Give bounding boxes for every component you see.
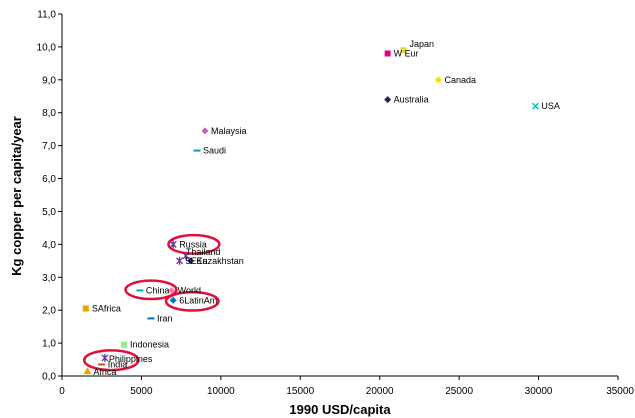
point-label: USA bbox=[541, 101, 560, 111]
point-label: Japan bbox=[410, 39, 435, 49]
axes-group: 0,0 1,0 2,0 3,0 4,0 5,0 6,0 7,0 8,0 9,0 10,0 11,0 0 5… bbox=[37, 10, 635, 398]
data-point: Indonesia bbox=[120, 340, 169, 350]
point-marker bbox=[531, 102, 539, 110]
y-tick-label: 1,0 bbox=[42, 339, 56, 350]
x-tick-label: 35000 bbox=[606, 386, 634, 397]
data-point: USA bbox=[531, 101, 560, 111]
data-point: Iran bbox=[147, 313, 172, 323]
point-marker bbox=[201, 127, 209, 135]
data-point: World bbox=[168, 285, 201, 295]
y-tick-label: 0,0 bbox=[42, 372, 56, 383]
data-point: W Eur bbox=[384, 48, 419, 58]
data-point: SAfrica bbox=[82, 304, 121, 314]
x-axis-title: 1990 USD/capita bbox=[289, 402, 391, 417]
point-marker bbox=[168, 286, 176, 294]
point-marker bbox=[83, 367, 92, 375]
y-tick-label: 7,0 bbox=[42, 141, 56, 152]
data-point: Saudi bbox=[193, 146, 226, 156]
point-marker bbox=[176, 256, 184, 265]
point-marker bbox=[187, 257, 195, 265]
point-marker bbox=[147, 317, 155, 320]
data-point: Japan bbox=[400, 39, 435, 54]
point-label: Philippines bbox=[109, 354, 153, 364]
y-tick-label: 11,0 bbox=[37, 10, 56, 21]
point-marker bbox=[98, 363, 106, 366]
point-marker bbox=[400, 47, 407, 54]
point-label: World bbox=[178, 285, 201, 295]
point-label: 6LatinAm bbox=[179, 295, 217, 305]
y-tick-label: 8,0 bbox=[42, 108, 56, 119]
highlight-circle bbox=[164, 290, 220, 312]
point-label: W Eur bbox=[394, 48, 419, 58]
highlight-circle bbox=[167, 233, 221, 255]
highlight-circle bbox=[82, 349, 140, 372]
point-marker bbox=[384, 50, 391, 57]
point-label: Canada bbox=[444, 75, 476, 85]
point-label: Kazakhstan bbox=[197, 256, 244, 266]
data-point: Thailand bbox=[182, 247, 221, 260]
point-label: Malaysia bbox=[211, 126, 247, 136]
point-label: 5EEu bbox=[186, 256, 208, 266]
point-marker bbox=[101, 353, 109, 362]
data-point: Malaysia bbox=[201, 126, 246, 136]
point-marker bbox=[384, 96, 392, 104]
y-tick-label: 9,0 bbox=[42, 75, 56, 86]
point-label: SAfrica bbox=[92, 304, 121, 314]
point-label: India bbox=[108, 359, 128, 369]
highlight-circle bbox=[124, 279, 178, 301]
data-point: Russia bbox=[169, 239, 207, 249]
x-tick-label: 15000 bbox=[286, 386, 314, 397]
data-point: Kazakhstan bbox=[187, 256, 244, 266]
point-label: Russia bbox=[179, 239, 207, 249]
y-tick-label: 5,0 bbox=[42, 207, 56, 218]
data-point: 6LatinAm bbox=[169, 295, 217, 305]
x-tick-label: 5000 bbox=[130, 386, 153, 397]
x-tick-label: 0 bbox=[59, 386, 65, 397]
point-marker bbox=[169, 296, 177, 304]
point-label: Saudi bbox=[203, 146, 226, 156]
x-tick-label: 10000 bbox=[207, 386, 235, 397]
x-tick-label: 30000 bbox=[525, 386, 553, 397]
point-marker bbox=[169, 240, 177, 249]
data-point: 5EEu bbox=[176, 256, 208, 266]
point-marker bbox=[82, 305, 89, 312]
y-tick-label: 4,0 bbox=[42, 240, 56, 251]
y-tick-label: 10,0 bbox=[37, 42, 57, 53]
point-label: Indonesia bbox=[130, 340, 169, 350]
point-marker bbox=[136, 289, 144, 292]
point-label: China bbox=[146, 285, 170, 295]
y-tick-label: 3,0 bbox=[42, 273, 56, 284]
y-tick-label: 2,0 bbox=[42, 306, 56, 317]
data-point: Australia bbox=[384, 95, 429, 105]
y-axis-title: Kg copper per capita/year bbox=[9, 116, 24, 276]
data-point: Africa bbox=[83, 367, 116, 377]
point-marker bbox=[193, 149, 201, 152]
data-point: India bbox=[98, 359, 127, 369]
data-point: Canada bbox=[434, 75, 476, 85]
point-marker bbox=[120, 341, 127, 348]
point-label: Iran bbox=[157, 313, 173, 323]
y-tick-label: 6,0 bbox=[42, 174, 56, 185]
point-label: Africa bbox=[93, 367, 116, 377]
point-label: Thailand bbox=[186, 247, 221, 257]
point-marker bbox=[434, 76, 442, 84]
x-tick-label: 20000 bbox=[366, 386, 394, 397]
point-marker bbox=[182, 251, 190, 260]
highlight-circles-group bbox=[82, 233, 221, 372]
data-point: Philippines bbox=[101, 353, 153, 364]
data-point: China bbox=[136, 285, 169, 295]
x-tick-label: 25000 bbox=[445, 386, 473, 397]
point-label: Australia bbox=[394, 95, 429, 105]
